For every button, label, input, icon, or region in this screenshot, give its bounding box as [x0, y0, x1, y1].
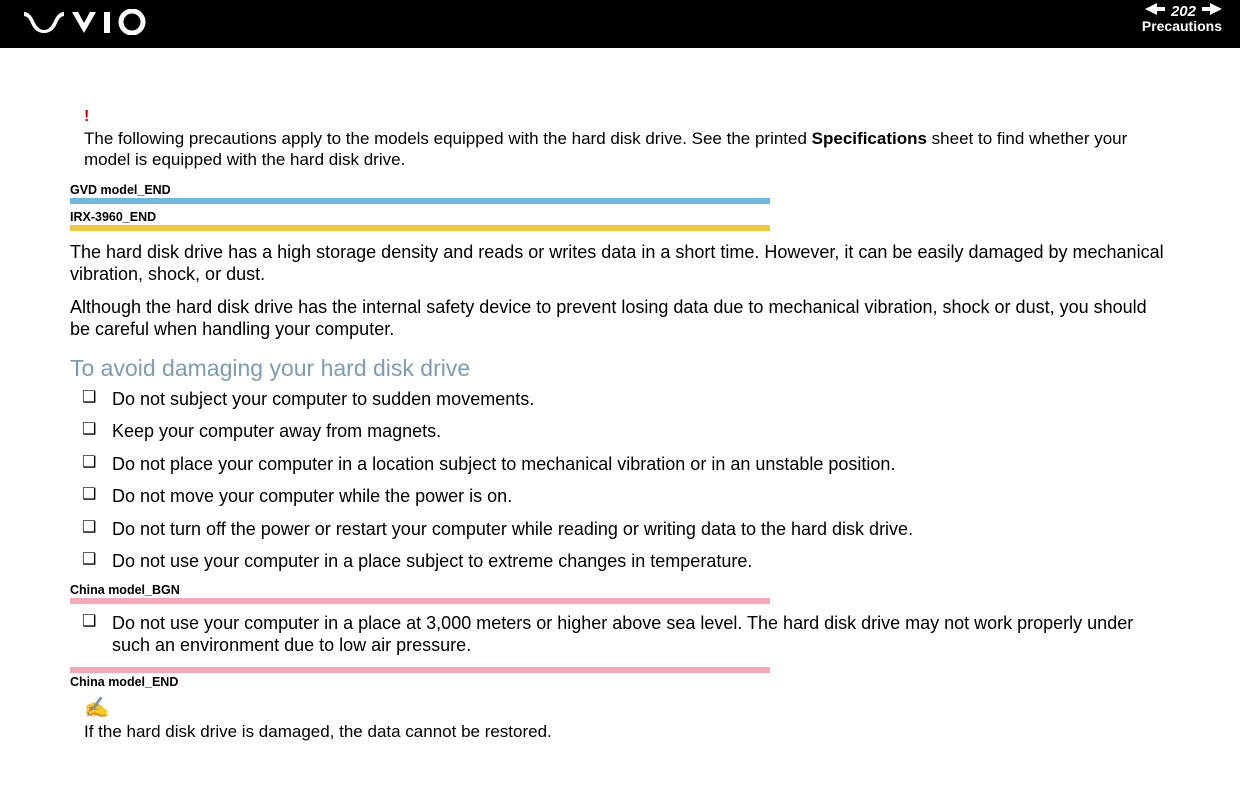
- marker-irx-label: IRX-3960_END: [70, 210, 1170, 224]
- list-item: Do not subject your computer to sudden m…: [70, 388, 1170, 411]
- paragraph-2: Although the hard disk drive has the int…: [70, 296, 1170, 341]
- header-nav: 202 Precautions: [1142, 2, 1222, 34]
- marker-china-end-label: China model_END: [70, 675, 1170, 689]
- note-text: If the hard disk drive is damaged, the d…: [84, 722, 1170, 742]
- marker-gvd-bar: [70, 198, 770, 204]
- page-header: 202 Precautions: [0, 0, 1240, 48]
- alert-text-pre: The following precautions apply to the m…: [84, 129, 812, 148]
- list-item: Do not use your computer in a place subj…: [70, 550, 1170, 573]
- alert-text-bold: Specifications: [812, 129, 927, 148]
- list-item: Do not move your computer while the powe…: [70, 485, 1170, 508]
- marker-irx-bar: [70, 225, 770, 231]
- marker-china-end-bar: [70, 667, 770, 673]
- marker-china-end: China model_END: [70, 667, 1170, 689]
- paragraph-1: The hard disk drive has a high storage d…: [70, 241, 1170, 286]
- marker-irx: IRX-3960_END: [70, 210, 1170, 231]
- section-title: Precautions: [1142, 18, 1222, 34]
- marker-china-bgn: China model_BGN: [70, 583, 1170, 604]
- marker-gvd-label: GVD model_END: [70, 183, 1170, 197]
- note-icon: ✍: [84, 695, 1170, 720]
- list-item: Do not turn off the power or restart you…: [70, 518, 1170, 541]
- marker-china-bgn-label: China model_BGN: [70, 583, 1170, 597]
- marker-gvd: GVD model_END: [70, 183, 1170, 204]
- alert-text: The following precautions apply to the m…: [84, 128, 1170, 171]
- subheading: To avoid damaging your hard disk drive: [70, 355, 1170, 382]
- alert-icon: !: [84, 108, 1170, 126]
- list-item: Do not place your computer in a location…: [70, 453, 1170, 476]
- vaio-logo: [22, 9, 162, 40]
- page-content: ! The following precautions apply to the…: [0, 48, 1240, 762]
- precautions-list: Do not subject your computer to sudden m…: [70, 388, 1170, 573]
- page-number: 202: [1171, 3, 1196, 20]
- list-item: Keep your computer away from magnets.: [70, 420, 1170, 443]
- china-list: Do not use your computer in a place at 3…: [70, 612, 1170, 657]
- marker-china-bgn-bar: [70, 598, 770, 604]
- list-item: Do not use your computer in a place at 3…: [70, 612, 1170, 657]
